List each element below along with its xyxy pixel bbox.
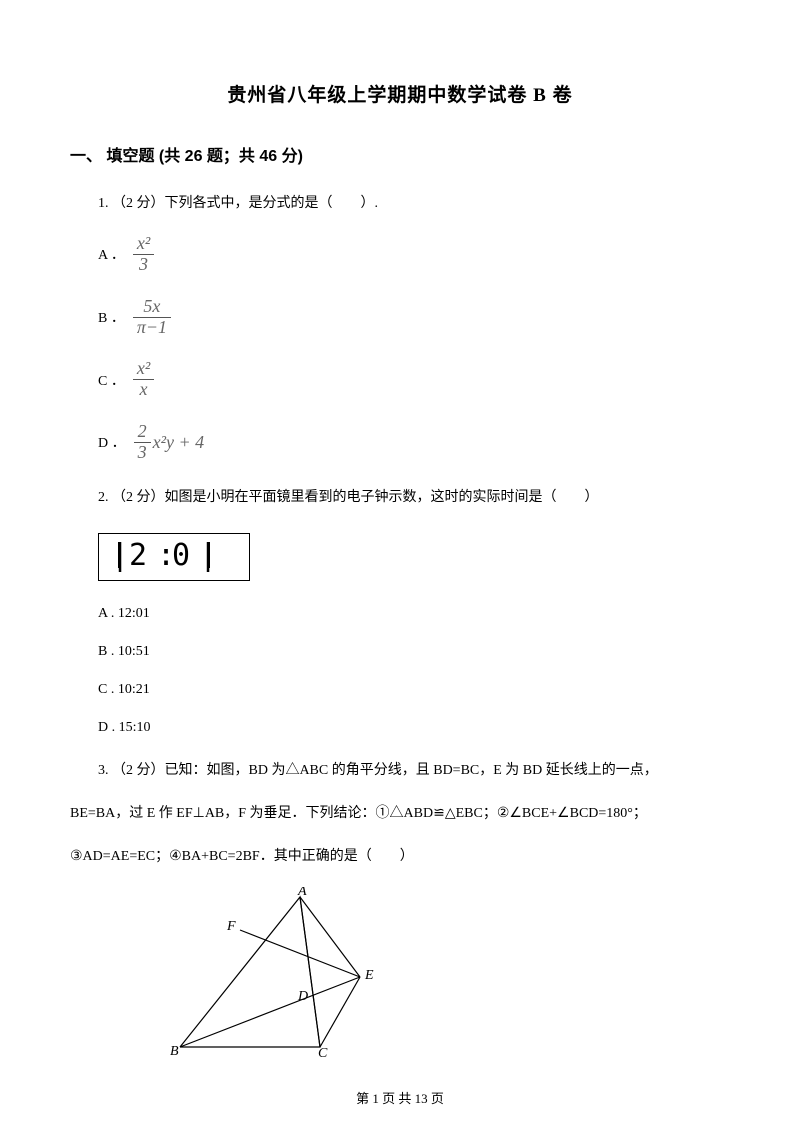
q1-option-a: A ． x² 3 [98, 234, 730, 275]
q1-label-d: D ． [98, 432, 126, 452]
q3-line1: 3. （2 分）已知：如图，BD 为△ABC 的角平分线，且 BD=BC，E 为… [98, 758, 730, 783]
svg-text:2: 2 [129, 538, 147, 572]
svg-text:0: 0 [172, 538, 190, 572]
label-b: B [170, 1044, 179, 1057]
q1-option-d: D ． 2 3 x²y + 4 [98, 422, 730, 463]
q1-option-b: B ． 5x π−1 [98, 297, 730, 338]
q1-frac-b-den: π−1 [133, 318, 171, 338]
q3-line2: BE=BA，过 E 作 EF⊥AB，F 为垂足．下列结论：①△ABD≌△EBC；… [70, 801, 730, 826]
q1-frac-d: 2 3 [134, 422, 151, 463]
q1-label-a: A ． [98, 244, 125, 264]
q2-option-d: D . 15:10 [98, 720, 730, 736]
q2-stem: 2. （2 分）如图是小明在平面镜里看到的电子钟示数，这时的实际时间是（ ） [98, 485, 730, 510]
geometry-figure: A B C D E F [170, 887, 730, 1062]
q1-frac-a-num: x² [133, 234, 154, 255]
q1-frac-c-num: x² [133, 359, 154, 380]
q3-line3: ③AD=AE=EC；④BA+BC=2BF．其中正确的是（ ） [70, 844, 730, 869]
q2-option-b: B . 10:51 [98, 644, 730, 660]
q1-d-tail: x²y + 4 [153, 432, 205, 453]
q2-option-a: A . 12:01 [98, 606, 730, 622]
q1-frac-a: x² 3 [133, 234, 154, 275]
page-title: 贵州省八年级上学期期中数学试卷 B 卷 [70, 80, 730, 107]
label-e: E [364, 968, 374, 983]
label-d: D [297, 989, 308, 1004]
triangle-abc [180, 897, 320, 1047]
label-f: F [226, 919, 236, 934]
triangle-diagram: A B C D E F [170, 887, 390, 1057]
q1-option-c: C ． x² x [98, 359, 730, 400]
page-footer: 第 1 页 共 13 页 [0, 1088, 800, 1107]
q1-frac-c: x² x [133, 359, 154, 400]
seven-segment-display: | 2 : 0 | [109, 538, 239, 572]
label-a: A [297, 887, 307, 899]
q1-label-c: C ． [98, 370, 125, 390]
q2-option-c: C . 10:21 [98, 682, 730, 698]
q1-frac-b-num: 5x [133, 297, 171, 318]
q1-frac-b: 5x π−1 [133, 297, 171, 338]
label-c: C [318, 1046, 328, 1057]
section-header: 一、 填空题 (共 26 题；共 46 分) [70, 142, 730, 166]
q1-stem: 1. （2 分）下列各式中，是分式的是（ ）. [98, 191, 730, 216]
mirror-clock-icon: | 2 : 0 | [98, 533, 250, 581]
q1-frac-a-den: 3 [133, 255, 154, 275]
q1-frac-d-num: 2 [134, 422, 151, 443]
svg-text:|: | [111, 538, 129, 572]
line-ce [320, 977, 360, 1047]
q1-label-b: B ． [98, 307, 125, 327]
q1-frac-c-den: x [133, 380, 154, 400]
q1-frac-d-den: 3 [134, 443, 151, 463]
line-be [180, 977, 360, 1047]
